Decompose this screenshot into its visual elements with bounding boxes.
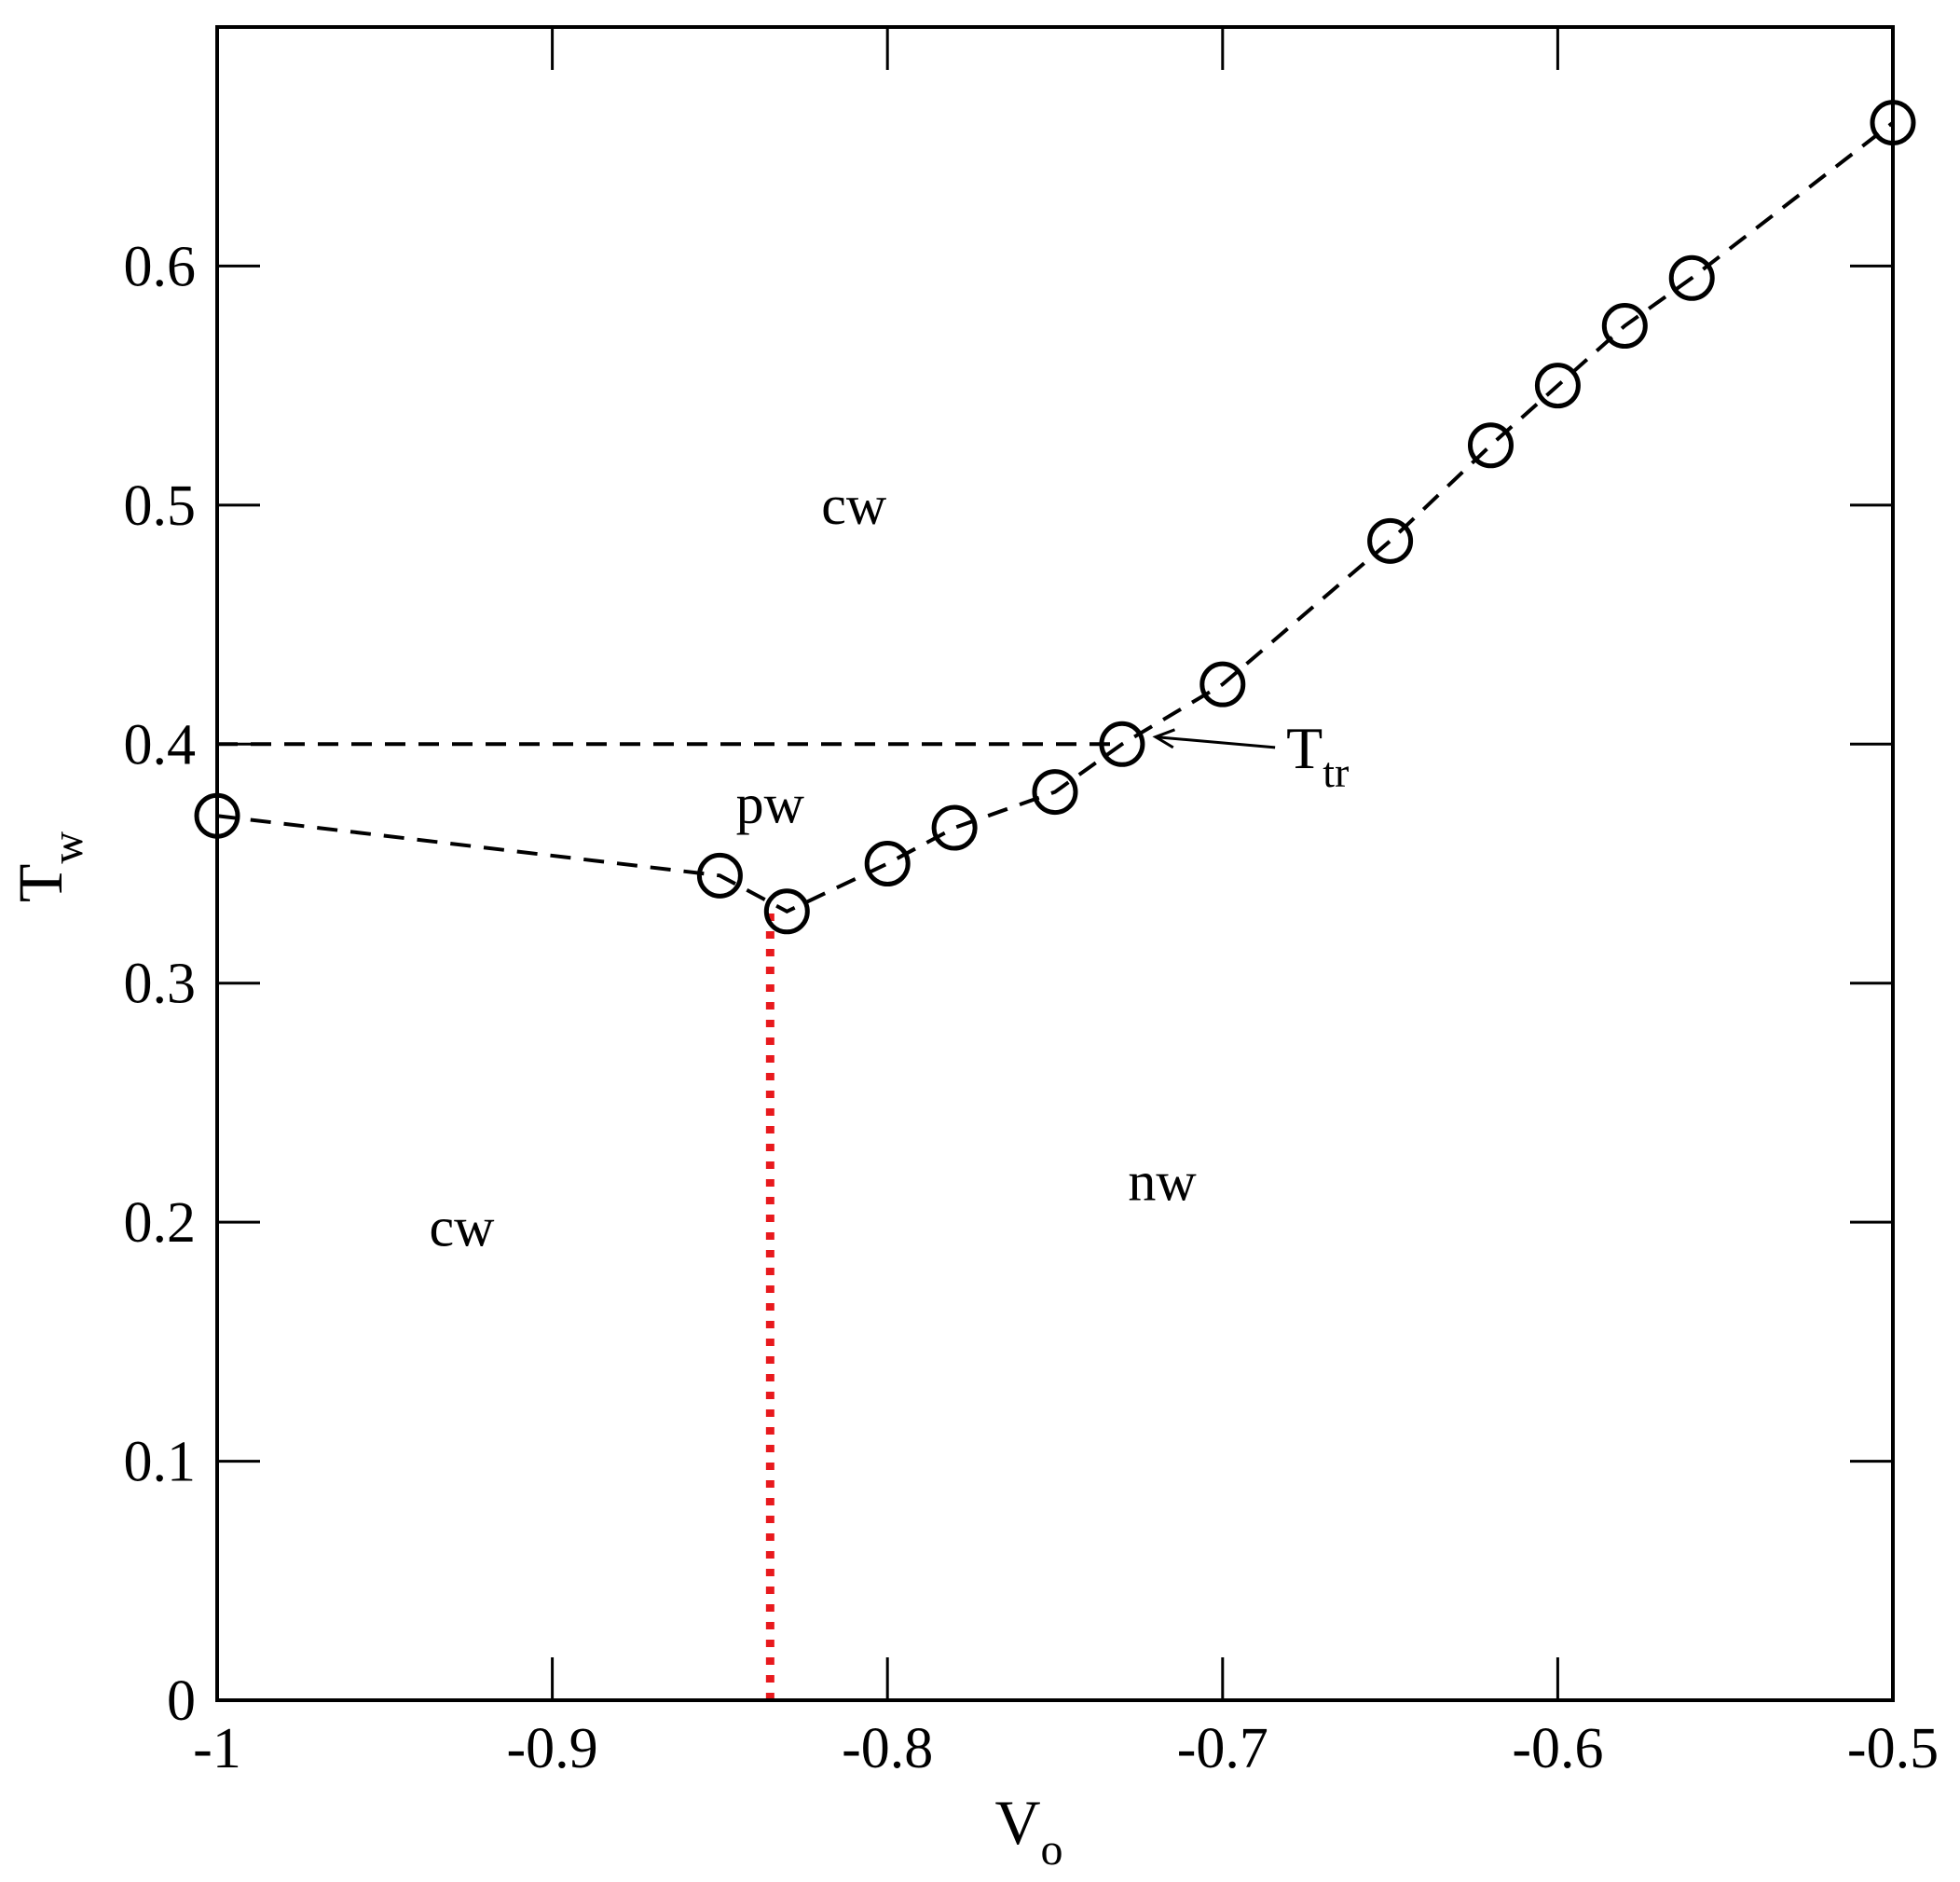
series-1-point-5 (931, 804, 978, 851)
series-1-point-4 (864, 841, 911, 886)
x-axis-title-main: V (994, 1787, 1040, 1858)
x-tick-label: -0.9 (507, 1717, 598, 1780)
series-1-point-12 (1601, 303, 1648, 350)
axis-ticks: -1 -0.9 -0.8 -0.7 -0.6 -0.5 0 0.1 0.2 0.3 0.4 0.5 0.… (124, 27, 1939, 1780)
series-1-line (216, 120, 1895, 914)
series-1-point-7 (1099, 721, 1145, 767)
region-label-cw: cw (821, 474, 887, 536)
x-tick-label: -0.6 (1512, 1717, 1603, 1780)
x-axis-title-sub: o (1041, 1825, 1063, 1875)
x-tick-label: -0.8 (842, 1717, 933, 1780)
y-tick-label: 0.3 (124, 953, 197, 1016)
plot-frame (215, 25, 1895, 1702)
region-label-cw: cw (430, 1196, 496, 1257)
x-tick-label: -1 (193, 1717, 241, 1780)
series-1-point-8 (1199, 661, 1246, 707)
reference-lines-layer (217, 742, 1122, 1700)
y-tick-label: 0.6 (124, 235, 197, 298)
ttr-label: Ttr (1286, 715, 1349, 796)
series-1-point-11 (1534, 363, 1581, 409)
y-tick-label: 0.1 (124, 1431, 197, 1494)
y-tick-label: 0.2 (124, 1191, 197, 1255)
series-1-point-6 (1032, 769, 1078, 816)
region-label-pw: pw (736, 773, 805, 834)
y-tick-label: 0.5 (124, 474, 197, 538)
x-tick-label: -0.5 (1847, 1717, 1939, 1780)
ttr-annotation: Ttr (1152, 715, 1349, 796)
y-axis-title: Tw (5, 831, 92, 903)
x-axis-title: Vo (994, 1787, 1062, 1875)
y-tick-label: 0.4 (124, 713, 197, 776)
ttr-arrow-line (1155, 735, 1276, 749)
ttr-label-main: T (1286, 715, 1323, 781)
ttr-arrow-head (1152, 728, 1175, 749)
series-1-point-9 (1367, 517, 1414, 564)
y-axis-title-main: T (5, 864, 75, 903)
axis-titles: Vo Tw (5, 831, 1063, 1875)
series-1-point-3 (763, 888, 810, 935)
series-layer (194, 100, 1916, 935)
region-labels: cw pw cw nw (430, 474, 1198, 1257)
y-axis-title-sub: w (43, 831, 92, 864)
x-tick-label: -0.7 (1177, 1717, 1268, 1780)
y-tick-label: 0 (167, 1669, 196, 1733)
series-1-point-13 (1668, 254, 1715, 301)
region-label-nw: nw (1128, 1151, 1197, 1213)
series-1-point-10 (1467, 422, 1514, 469)
ttr-label-sub: tr (1323, 749, 1349, 796)
plot-area-border (215, 25, 1895, 1702)
series-1-point-2 (696, 852, 743, 899)
